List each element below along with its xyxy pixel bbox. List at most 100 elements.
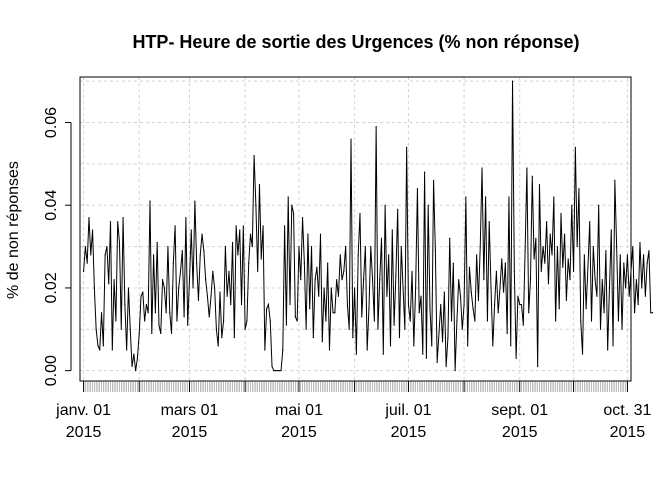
data-point [253,154,255,157]
data-point [221,336,223,339]
data-point [540,270,542,272]
data-point [91,229,94,231]
data-point [488,221,490,223]
data-point [639,241,641,244]
data-point [348,328,350,330]
data-point [294,316,296,318]
data-point [379,279,381,281]
data-point [472,308,474,310]
data-point [192,287,194,289]
data-point [332,312,334,314]
data-point [563,233,566,235]
data-point [255,204,257,206]
data-point [174,225,176,227]
data-point [632,245,634,248]
data-point [328,349,331,351]
data-point [99,349,101,351]
data-point [517,295,519,297]
data-point [352,336,354,339]
data-point [359,212,361,215]
data-point [368,308,370,310]
data-point [581,353,584,355]
data-point [526,167,528,169]
data-point [529,279,532,281]
data-point [424,171,426,173]
data-point [343,270,345,272]
data-point [452,262,454,264]
data-point [628,295,630,297]
data-point [616,245,618,248]
data-point [599,328,602,330]
data-point [246,320,248,322]
data-point [443,291,445,293]
data-point [465,196,467,198]
data-point [520,303,523,306]
data-point [181,250,183,252]
data-point [388,254,390,256]
data-point [361,316,363,318]
data-point [508,196,510,198]
data-point [275,370,277,372]
data-point [431,345,433,347]
data-point [185,217,187,219]
data-point [538,183,541,186]
data-point [535,237,537,239]
data-point [479,245,481,248]
data-point [267,303,270,306]
data-point [506,332,508,335]
data-point [441,341,444,343]
x-tick-label-date: oct. 31 [603,402,651,419]
data-point [490,287,492,289]
data-point [583,254,585,256]
data-point [637,303,639,306]
data-point [260,258,262,260]
y-tick-label: 0.04 [43,190,60,221]
data-point [102,345,104,347]
data-point [188,279,191,281]
data-point [502,291,505,293]
data-point [90,254,92,256]
data-point [574,146,576,148]
data-point [282,349,284,351]
data-point [519,303,521,306]
x-tick-label-year: 2015 [610,424,646,441]
data-point [371,279,374,281]
data-point [467,345,469,347]
x-tick-label-date: juil. 01 [384,402,431,419]
data-point [553,196,555,198]
data-point [393,324,395,326]
data-point [133,353,135,355]
data-point [217,345,219,347]
data-point [454,370,456,372]
data-point [481,167,483,169]
data-point [163,287,165,289]
data-point [318,295,320,297]
data-point [235,225,237,227]
data-point [558,308,560,310]
data-point [298,245,300,248]
data-point [468,266,471,268]
data-point [285,324,287,326]
data-point [625,287,627,289]
data-point [178,287,180,289]
data-point [339,254,341,256]
data-point [571,204,573,206]
data-point [382,353,384,355]
data-point [113,279,115,281]
data-point [131,365,133,368]
data-point [380,237,383,239]
series-layer [82,80,654,372]
data-point [244,328,246,330]
data-point [389,345,392,347]
data-point [463,303,465,306]
data-point [172,262,174,264]
data-point [248,262,250,264]
data-point [605,250,607,252]
data-point [226,295,228,297]
data-point [176,320,178,322]
data-point [420,295,422,297]
data-point [327,262,329,264]
data-point [187,324,189,326]
data-point [152,254,155,256]
data-point [151,332,153,335]
